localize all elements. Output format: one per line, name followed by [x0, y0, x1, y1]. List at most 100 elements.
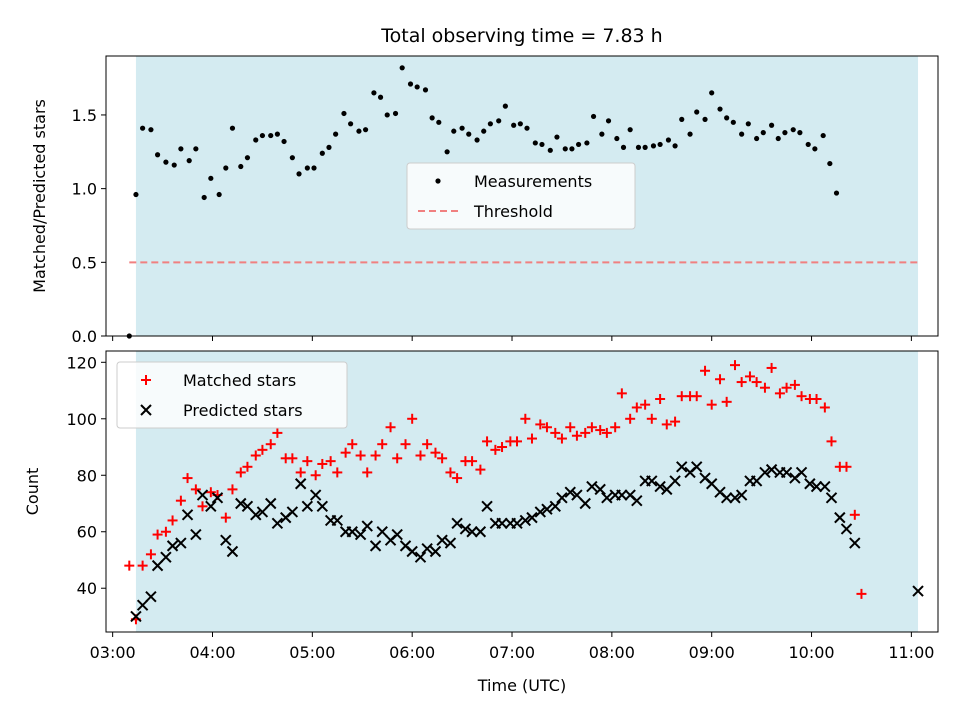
predicted-star-point	[309, 489, 322, 501]
measurement-point	[687, 131, 693, 137]
predicted-star-point	[705, 478, 718, 490]
predicted-star-point	[429, 545, 442, 558]
predicted-star-point	[496, 517, 508, 529]
measurement-point	[274, 131, 280, 137]
predicted-star-point	[466, 526, 478, 538]
matched-star-point	[445, 467, 456, 478]
matched-star-point	[332, 467, 343, 478]
predicted-star-point	[265, 497, 277, 510]
measurement-point	[790, 127, 796, 133]
measurement-point	[178, 146, 184, 152]
predicted-star-point	[586, 480, 598, 493]
predicted-star-point	[849, 537, 861, 549]
y-tick-label: 60	[77, 523, 97, 542]
measurement-point	[422, 87, 429, 93]
measurement-point	[532, 140, 538, 146]
matched-star-point	[565, 422, 576, 433]
matched-star-point	[571, 430, 582, 441]
measurement-point	[496, 118, 502, 124]
measurement-point	[657, 141, 663, 148]
x-tick-label: 04:00	[189, 643, 235, 662]
measurement-point	[333, 131, 339, 137]
measurement-point	[319, 150, 325, 156]
measurement-point	[717, 106, 723, 112]
measurement-point	[193, 146, 199, 152]
predicted-star-point	[720, 492, 733, 504]
measurement-point	[730, 119, 736, 125]
predicted-star-point	[549, 500, 561, 513]
matched-star-point	[407, 413, 418, 424]
legend-matched-label: Matched stars	[183, 371, 296, 390]
measurement-point	[238, 163, 244, 170]
measurement-point	[229, 125, 236, 131]
matched-star-point	[175, 495, 186, 506]
measurement-point	[163, 159, 169, 165]
measurement-point	[827, 160, 833, 167]
y-tick-label: 0.5	[72, 253, 97, 272]
measurement-point	[614, 135, 620, 142]
predicted-star-point	[220, 534, 232, 546]
matched-star-point	[841, 461, 852, 472]
predicted-star-point	[616, 489, 628, 501]
predicted-star-point	[294, 478, 307, 490]
predicted-star-point	[130, 610, 142, 623]
measurement-point	[679, 116, 685, 122]
predicted-star-point	[526, 511, 538, 524]
measurement-point	[754, 135, 760, 142]
predicted-star-point	[196, 489, 209, 501]
measurement-point	[326, 144, 332, 150]
measurement-point	[223, 165, 229, 171]
measurement-point	[502, 103, 508, 109]
measurement-point	[650, 143, 657, 149]
matched-star-point	[774, 388, 785, 399]
predicted-star-point	[211, 492, 224, 504]
count-panel: 40 60 80 100 120 03:00 04:00 05:00 06:00 07:00 08:…	[23, 350, 939, 695]
predicted-star-point	[669, 475, 681, 487]
measurement-point	[474, 137, 480, 143]
matched-star-point	[370, 450, 381, 461]
matched-star-point	[392, 453, 403, 464]
measurement-point	[642, 144, 648, 150]
predicted-star-point	[676, 461, 688, 473]
matched-star-point	[646, 413, 657, 424]
measurement-point	[259, 132, 266, 139]
matched-star-point	[601, 427, 612, 438]
matched-star-point	[467, 456, 478, 467]
measurement-point	[186, 158, 192, 164]
measurement-point	[356, 128, 362, 134]
measurement-point	[268, 132, 274, 139]
measurement-point	[201, 194, 207, 201]
predicted-star-point	[166, 540, 179, 552]
measurement-point	[562, 146, 568, 152]
measurement-point	[775, 135, 781, 142]
matched-star-point	[160, 526, 171, 537]
matched-star-point	[616, 388, 627, 399]
matched-star-point	[355, 450, 366, 461]
measurement-point	[377, 94, 384, 100]
predicted-star-point	[819, 480, 831, 493]
matched-star-point	[197, 501, 208, 512]
count-y-axis-label: Count	[23, 468, 42, 516]
predicted-star-point	[354, 528, 367, 541]
measurement-point	[148, 127, 154, 133]
matched-star-point	[625, 413, 636, 424]
measurement-point	[517, 121, 523, 127]
predicted-star-point	[271, 517, 284, 529]
matched-star-point	[182, 473, 193, 484]
matched-star-point	[541, 422, 552, 433]
ratio-legend: Measurements Threshold	[406, 162, 636, 230]
measurement-point	[311, 165, 317, 171]
legend-matched-marker	[141, 375, 151, 385]
predicted-star-point	[145, 590, 157, 603]
matched-star-point	[302, 456, 313, 467]
measurement-point	[444, 149, 450, 155]
matched-star-point	[670, 416, 681, 427]
predicted-star-point	[661, 483, 673, 496]
predicted-star-point	[541, 503, 553, 515]
predicted-star-point	[136, 599, 149, 611]
measurement-point	[451, 128, 457, 134]
measurement-point	[362, 127, 369, 133]
predicted-star-point	[511, 517, 523, 529]
measurement-point	[281, 138, 287, 145]
